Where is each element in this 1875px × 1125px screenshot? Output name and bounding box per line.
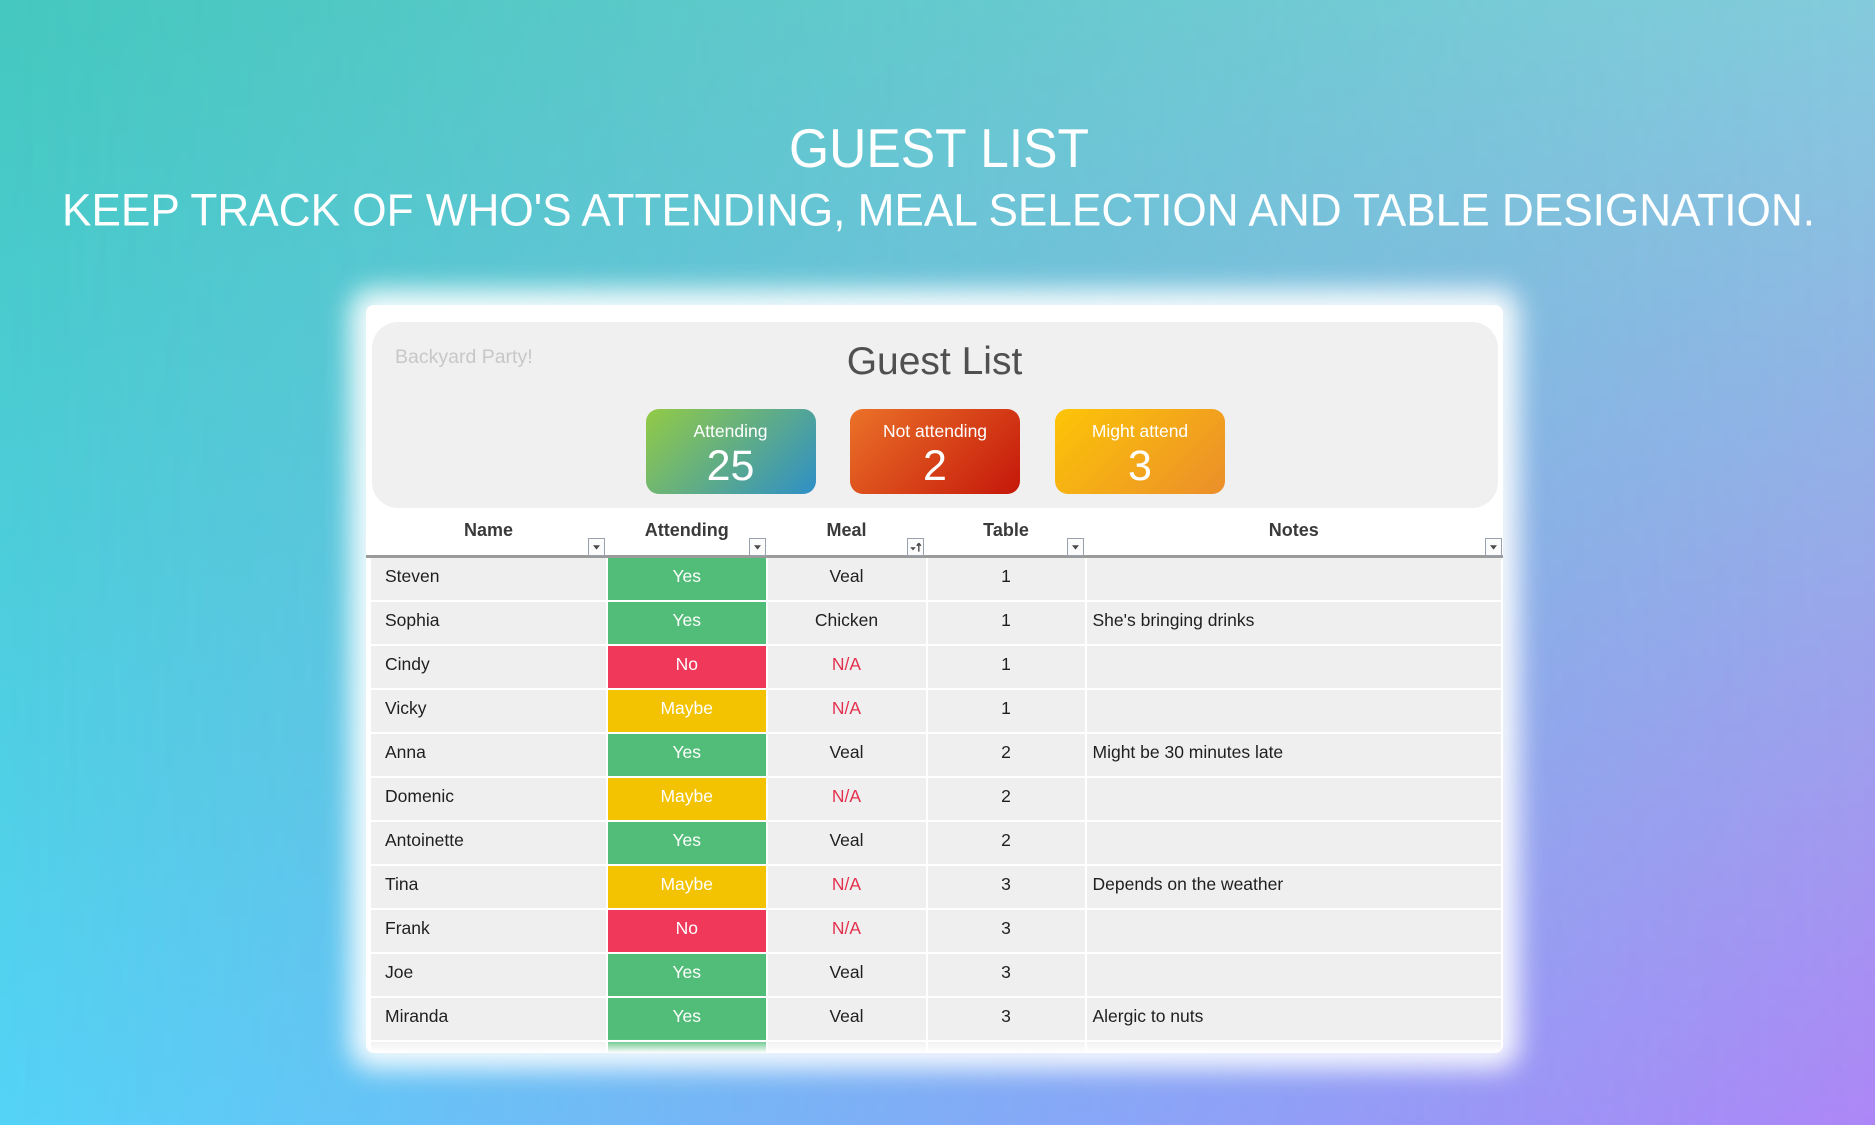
svg-text:KEEP TRACK OF WHO'S ATTENDING,: KEEP TRACK OF WHO'S ATTENDING, MEAL SELE… bbox=[62, 185, 1815, 236]
svg-text:GUEST LIST: GUEST LIST bbox=[789, 117, 1089, 179]
